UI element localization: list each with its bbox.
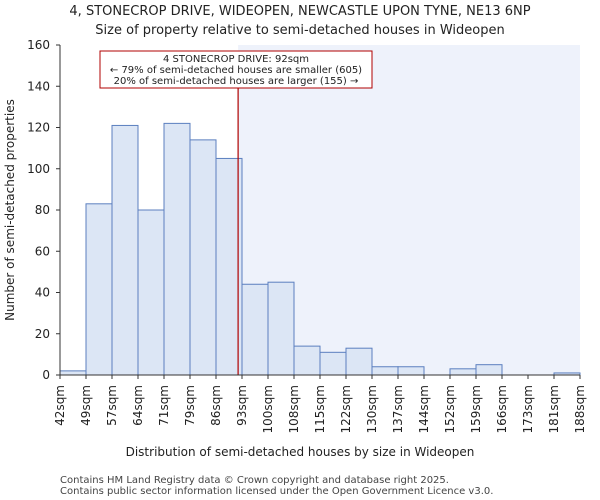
y-tick-label: 60 bbox=[35, 244, 50, 258]
chart-title: 4, STONECROP DRIVE, WIDEOPEN, NEWCASTLE … bbox=[69, 4, 530, 19]
annotation-box: 4 STONECROP DRIVE: 92sqm ← 79% of semi-d… bbox=[99, 50, 373, 89]
x-axis-label: Distribution of semi-detached houses by … bbox=[126, 445, 475, 459]
x-tick-label: 115sqm bbox=[313, 385, 327, 433]
x-tick-label: 144sqm bbox=[417, 385, 431, 433]
bar-122sqm bbox=[345, 347, 373, 376]
bar-100sqm bbox=[267, 281, 295, 376]
x-tick-label: 122sqm bbox=[339, 385, 353, 433]
x-tick-label: 166sqm bbox=[495, 385, 509, 433]
annotation-line-3: 20% of semi-detached houses are larger (… bbox=[114, 76, 359, 87]
x-tick-label: 42sqm bbox=[53, 385, 67, 426]
chart-subtitle: Size of property relative to semi-detach… bbox=[95, 23, 504, 38]
bar-49sqm bbox=[85, 203, 113, 376]
x-tick-label: 130sqm bbox=[365, 385, 379, 433]
y-tick-label: 160 bbox=[27, 38, 50, 52]
x-axis: 42sqm 49sqm 57sqm 64sqm 71sqm 79sqm 86sqm 93sqm… bbox=[53, 374, 587, 433]
y-tick-label: 140 bbox=[27, 79, 50, 93]
y-axis: 0 20 40 60 80 100 120 140 160 bbox=[27, 38, 61, 382]
x-tick-label: 181sqm bbox=[547, 385, 561, 433]
bar-108sqm bbox=[293, 345, 321, 376]
x-tick-label: 188sqm bbox=[573, 385, 587, 433]
x-tick-label: 71sqm bbox=[157, 385, 171, 426]
x-tick-label: 57sqm bbox=[105, 385, 119, 426]
bar-115sqm bbox=[319, 351, 347, 376]
y-tick-label: 120 bbox=[27, 121, 50, 135]
x-tick-label: 64sqm bbox=[131, 385, 145, 426]
bar-93sqm bbox=[241, 283, 269, 376]
bar-42sqm bbox=[59, 370, 87, 376]
annotation-line-2: ← 79% of semi-detached houses are smalle… bbox=[110, 65, 362, 76]
footer-line-2: Contains public sector information licen… bbox=[60, 486, 493, 497]
bar-152sqm bbox=[449, 368, 477, 376]
x-tick-label: 159sqm bbox=[469, 385, 483, 433]
x-tick-label: 137sqm bbox=[391, 385, 405, 433]
bar-130sqm bbox=[371, 366, 399, 376]
x-tick-label: 93sqm bbox=[235, 385, 249, 426]
bar-64sqm bbox=[137, 209, 165, 376]
bar-159sqm bbox=[475, 364, 503, 376]
bar-137sqm bbox=[397, 366, 425, 376]
x-tick-label: 86sqm bbox=[209, 385, 223, 426]
x-tick-label: 49sqm bbox=[79, 385, 93, 426]
y-axis-label: Number of semi-detached properties bbox=[3, 99, 17, 321]
x-tick-label: 173sqm bbox=[521, 385, 535, 433]
x-tick-label: 108sqm bbox=[287, 385, 301, 433]
footer-line-1: Contains HM Land Registry data © Crown c… bbox=[60, 475, 449, 486]
y-tick-label: 100 bbox=[27, 162, 50, 176]
annotation-line-1: 4 STONECROP DRIVE: 92sqm bbox=[163, 54, 309, 65]
x-tick-label: 100sqm bbox=[261, 385, 275, 433]
x-tick-label: 152sqm bbox=[443, 385, 457, 433]
bar-57sqm bbox=[111, 124, 139, 376]
y-tick-label: 0 bbox=[42, 368, 50, 382]
bar-71sqm bbox=[163, 122, 191, 376]
larger-region-highlight bbox=[238, 45, 580, 375]
y-tick-label: 20 bbox=[35, 327, 50, 341]
bar-79sqm bbox=[189, 139, 217, 376]
y-tick-label: 40 bbox=[35, 286, 50, 300]
y-tick-label: 80 bbox=[35, 203, 50, 217]
x-tick-label: 79sqm bbox=[183, 385, 197, 426]
